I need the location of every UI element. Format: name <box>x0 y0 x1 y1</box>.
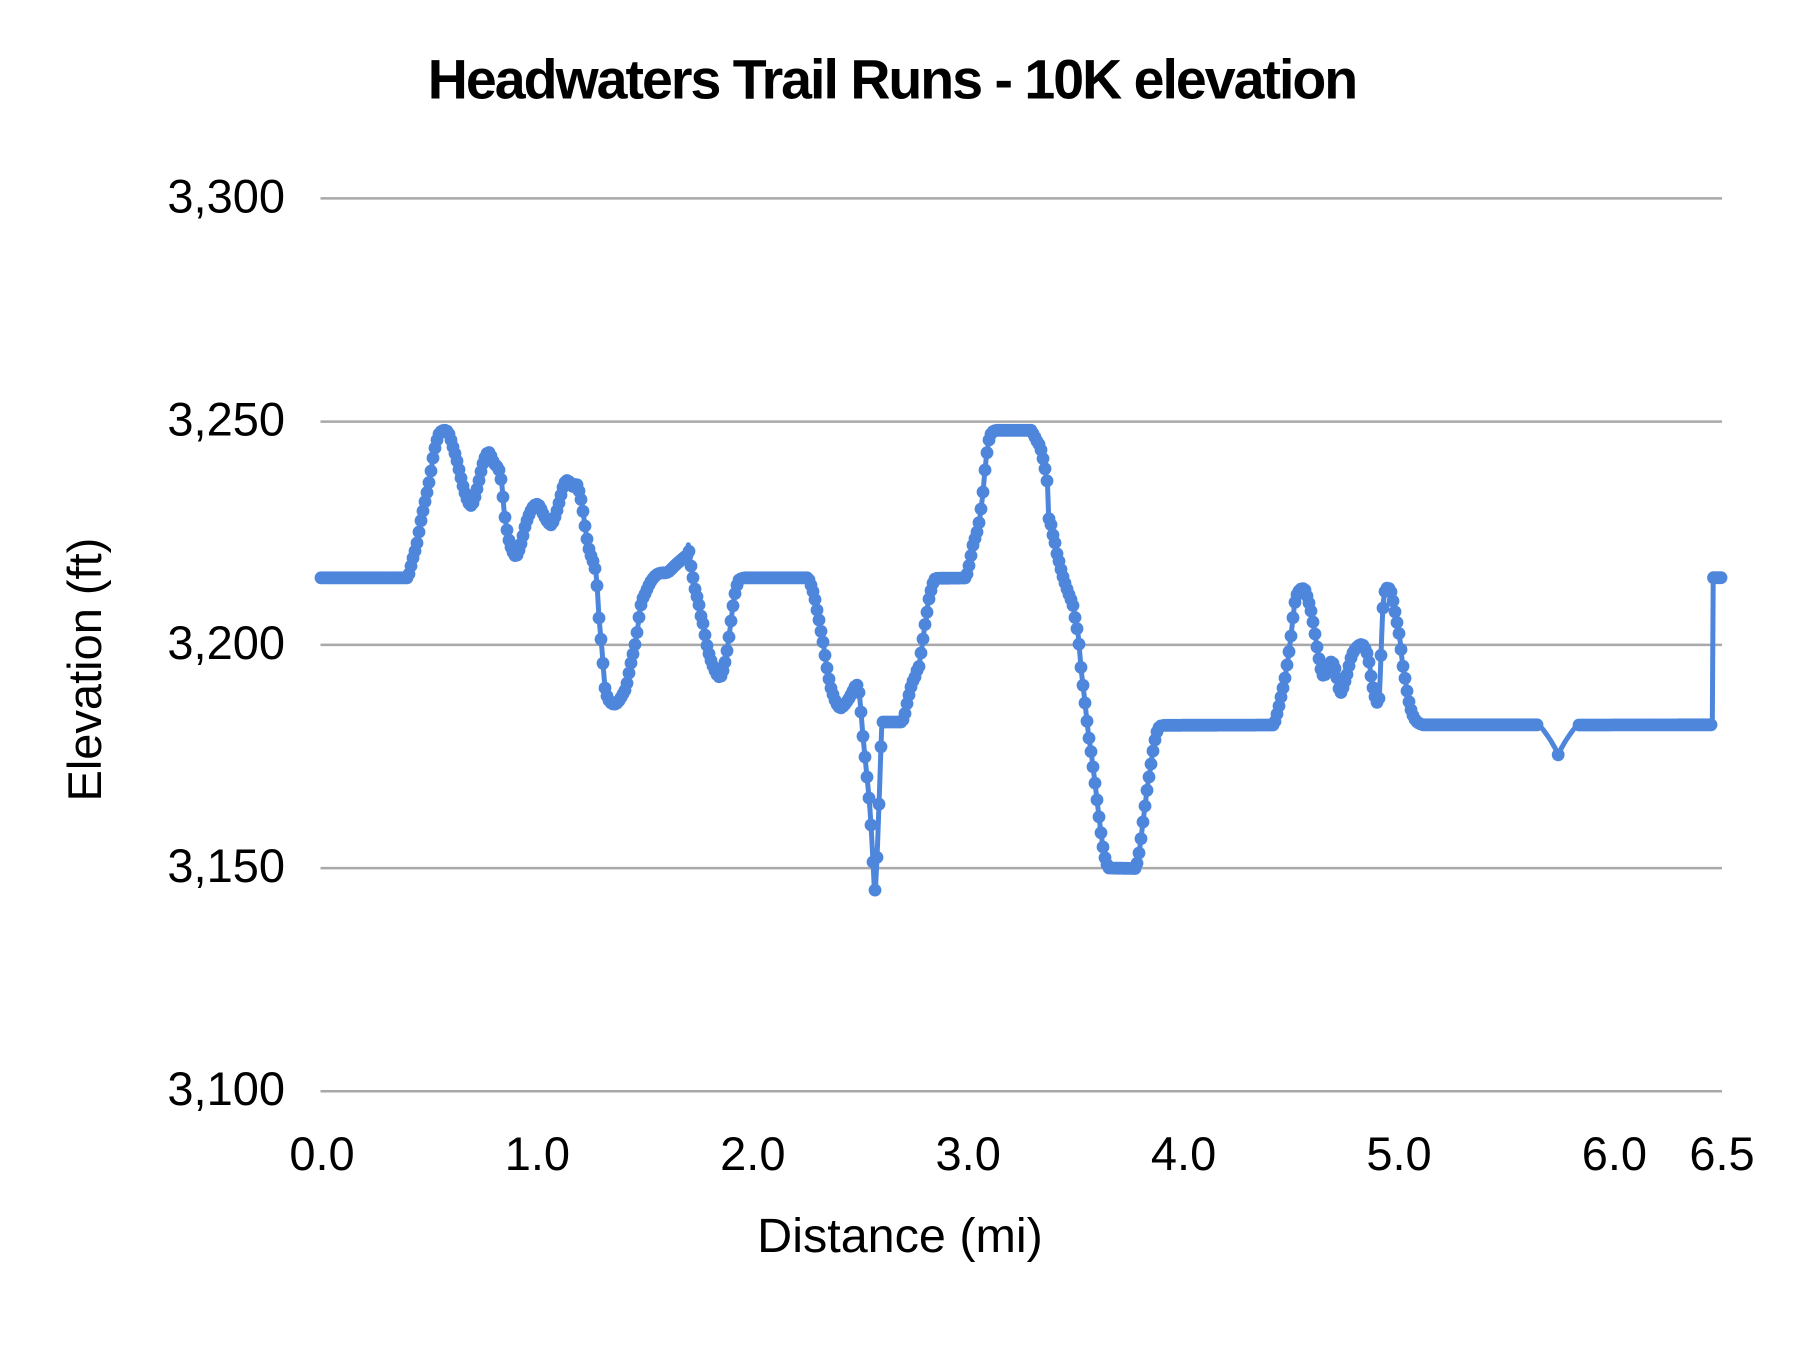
svg-text:2.0: 2.0 <box>720 1127 785 1180</box>
svg-text:3.0: 3.0 <box>936 1127 1001 1180</box>
svg-text:5.0: 5.0 <box>1366 1127 1431 1180</box>
svg-text:Elevation (ft): Elevation (ft) <box>58 538 111 802</box>
svg-text:0.0: 0.0 <box>289 1127 354 1180</box>
svg-text:3,150: 3,150 <box>167 839 285 892</box>
svg-text:3,300: 3,300 <box>167 169 285 222</box>
svg-text:6.5: 6.5 <box>1689 1127 1754 1180</box>
svg-text:3,200: 3,200 <box>167 616 285 669</box>
svg-text:1.0: 1.0 <box>505 1127 570 1180</box>
svg-text:3,100: 3,100 <box>167 1062 285 1115</box>
svg-text:6.0: 6.0 <box>1582 1127 1647 1180</box>
svg-text:Distance (mi): Distance (mi) <box>757 1209 1043 1263</box>
svg-text:Headwaters Trail Runs - 10K el: Headwaters Trail Runs - 10K elevation <box>428 49 1356 111</box>
svg-text:3,250: 3,250 <box>167 393 285 446</box>
svg-text:4.0: 4.0 <box>1151 1127 1216 1180</box>
